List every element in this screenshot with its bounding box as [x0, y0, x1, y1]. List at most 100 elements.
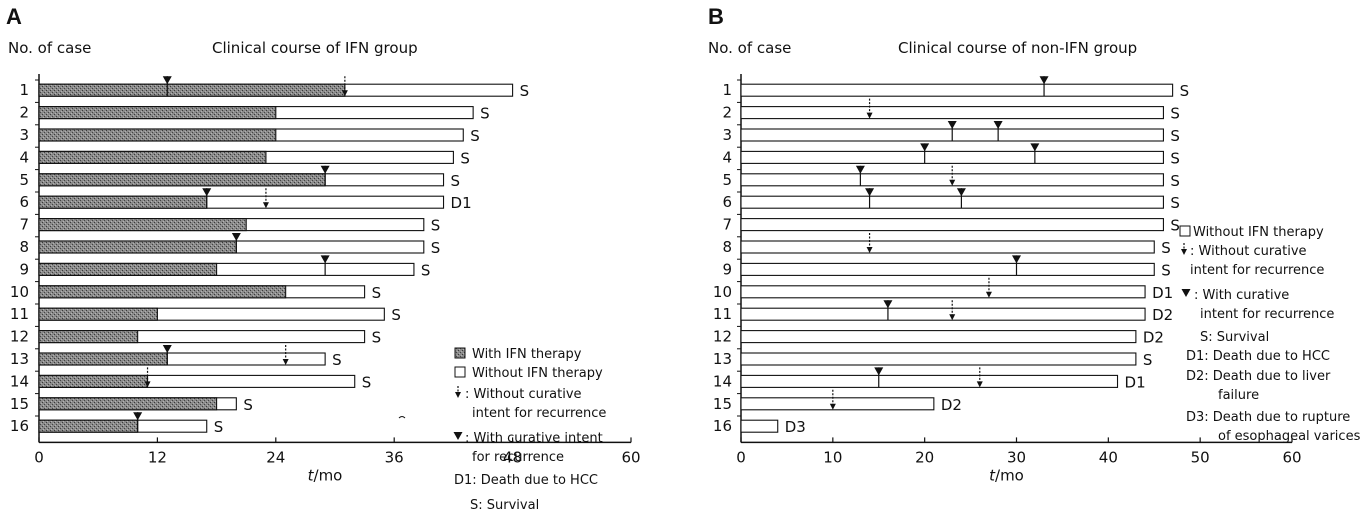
legend-swatch-no-ifn — [454, 366, 466, 378]
x-tick-label: 40 — [1099, 448, 1118, 466]
outcome-label: S — [1170, 127, 1180, 145]
outcome-label: S — [243, 396, 253, 414]
x-tick-label: 10 — [823, 448, 842, 466]
case-row-12: 12 S — [10, 325, 381, 347]
x-axis-title: t/mo — [308, 466, 343, 484]
bar-with-ifn — [38, 240, 237, 254]
bar-with-ifn — [38, 173, 326, 187]
marker-without-curative — [949, 300, 956, 321]
outcome-label: S — [1161, 261, 1171, 279]
outcome-label: S — [431, 239, 441, 257]
marker-with-curative-head — [320, 165, 330, 174]
legend-text: of esophageal varices — [1218, 429, 1361, 444]
case-row-16: 16 D3 — [713, 415, 806, 436]
legend-text: failure — [1218, 388, 1259, 403]
case-row-10: 10 D1 — [713, 277, 1173, 302]
case-number: 13 — [10, 350, 29, 368]
marker-with-curative-head — [1030, 143, 1040, 152]
bar-without-ifn — [740, 352, 1137, 366]
marker-with-curative — [1012, 255, 1021, 276]
legend-text: D3: Death due to rupture — [1186, 410, 1350, 425]
outcome-label: S — [1170, 149, 1180, 167]
outcome-label: S — [362, 373, 372, 391]
bar-with-ifn — [38, 397, 218, 411]
outcome-label: D1 — [1152, 284, 1173, 302]
case-number: 4 — [722, 148, 732, 166]
case-number: 15 — [713, 395, 732, 413]
marker-with-curative — [874, 367, 884, 388]
bar-with-ifn — [38, 262, 218, 276]
marker-with-curative-head — [947, 121, 957, 129]
chart-title: Clinical course of IFN group — [212, 39, 418, 57]
case-number: 10 — [713, 283, 732, 301]
legend: With IFN therapy Without IFN therapy: Wit… — [453, 347, 606, 513]
y-axis-title: No. of case — [708, 39, 791, 57]
y-axis-title: No. of case — [8, 39, 91, 57]
case-number: 3 — [19, 126, 29, 144]
legend-text: for recurrence — [472, 450, 564, 465]
marker-without-curative-head — [976, 381, 983, 388]
marker-with-curative-head — [202, 188, 212, 197]
x-axis-title: t/mo — [989, 466, 1024, 484]
bar-with-ifn — [38, 330, 139, 344]
panel-b: B No. of case Clinical course of non-IFN g… — [708, 4, 1361, 484]
case-row-11: 11 D2 — [713, 300, 1173, 324]
case-number: 14 — [10, 372, 29, 390]
legend-text: Without IFN therapy — [1193, 225, 1324, 240]
case-number: 5 — [722, 171, 732, 189]
legend-text: D2: Death due to liver — [1186, 369, 1331, 384]
legend-marker-without-curative-head — [1181, 249, 1187, 255]
outcome-label: S — [520, 82, 530, 100]
case-number: 11 — [10, 305, 29, 323]
marker-without-curative — [262, 188, 269, 209]
bar-without-ifn — [740, 285, 1146, 299]
case-row-11: 11 S — [10, 303, 401, 324]
case-number: 16 — [713, 417, 732, 435]
marker-with-curative-head — [320, 255, 330, 264]
legend-marker-without-curative — [455, 386, 461, 398]
bar-without-ifn — [740, 195, 1164, 209]
bar-without-ifn — [740, 106, 1164, 120]
outcome-label: S — [372, 284, 382, 302]
outcome-label: S — [1161, 239, 1171, 257]
case-row-15: 15 S — [10, 393, 253, 414]
legend-marker-without-curative — [1181, 243, 1187, 255]
outcome-label: S — [1180, 82, 1190, 100]
x-axis-title-unit: /mo — [995, 466, 1024, 484]
marker-with-curative-head — [956, 188, 966, 197]
legend-swatch-no-ifn — [1179, 225, 1191, 237]
marker-without-curative — [985, 277, 992, 298]
case-row-15: 15 D2 — [713, 389, 962, 414]
bar-with-ifn — [38, 285, 287, 299]
bar-without-ifn — [740, 330, 1137, 344]
marker-with-curative — [162, 345, 172, 365]
legend-text: Without IFN therapy — [472, 366, 603, 381]
x-axis-title-var: t — [989, 466, 996, 484]
legend-text: D1: Death due to HCC — [454, 473, 598, 488]
marker-with-curative-head — [883, 300, 893, 309]
bar-with-ifn — [38, 307, 158, 321]
x-tick-label: 60 — [1282, 448, 1301, 466]
x-tick-label: 0 — [736, 448, 746, 466]
marker-with-curative-head — [865, 188, 875, 197]
outcome-label: D2 — [941, 396, 962, 414]
marker-without-curative-head — [282, 359, 289, 365]
marker-with-curative — [1030, 143, 1040, 164]
case-number: 7 — [722, 216, 732, 234]
legend-text: S: Survival — [1200, 330, 1269, 345]
x-tick-label: 60 — [621, 448, 640, 466]
case-number: 1 — [19, 81, 29, 99]
bar-without-ifn — [740, 374, 1119, 388]
case-number: 2 — [19, 104, 29, 122]
case-number: 2 — [722, 104, 732, 122]
bar-without-ifn — [740, 218, 1164, 232]
marker-with-curative — [320, 165, 330, 186]
marker-with-curative — [202, 188, 212, 209]
